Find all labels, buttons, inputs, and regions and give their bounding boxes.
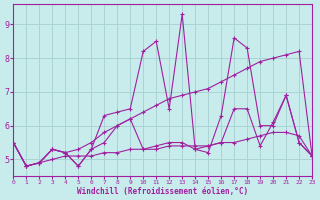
X-axis label: Windchill (Refroidissement éolien,°C): Windchill (Refroidissement éolien,°C) bbox=[77, 187, 248, 196]
